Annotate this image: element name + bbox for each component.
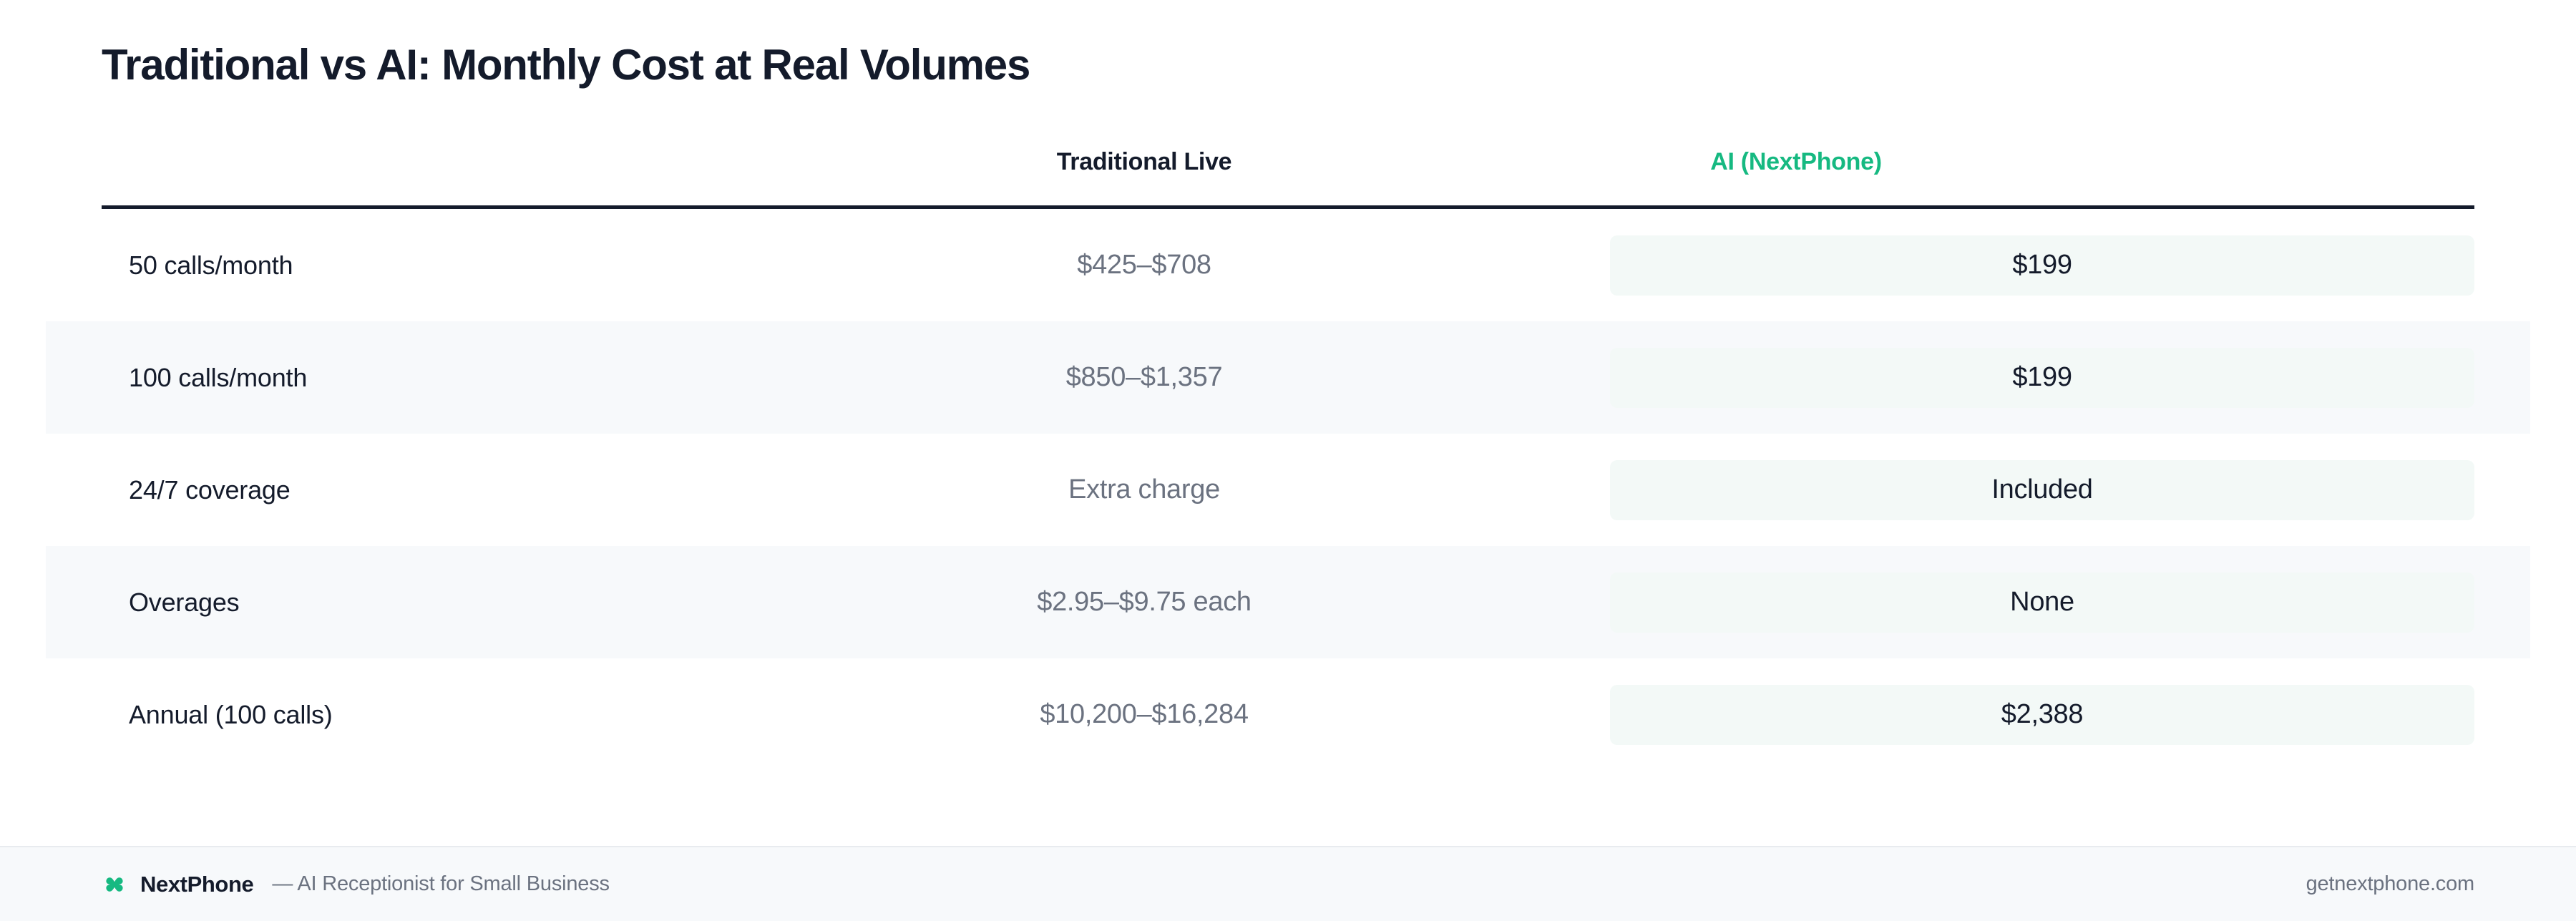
row-value-traditional: $10,200–$16,284	[1040, 699, 1249, 729]
row-value-ai: $199	[1610, 347, 2474, 408]
table-row: Overages $2.95–$9.75 each None	[46, 546, 2530, 658]
row-label: Annual (100 calls)	[129, 699, 333, 729]
footer-website: getnextphone.com	[2306, 872, 2475, 895]
table-row: 50 calls/month $425–$708 $199	[102, 209, 2474, 321]
row-value-ai-cell: $2,388	[1610, 658, 2474, 771]
row-value-traditional: $2.95–$9.75 each	[1037, 587, 1252, 617]
row-value-ai: None	[1610, 572, 2474, 633]
row-label: Overages	[129, 587, 240, 617]
footer-tagline: — AI Receptionist for Small Business	[272, 872, 610, 895]
row-value-ai: $2,388	[1610, 684, 2474, 745]
nextphone-clover-icon	[106, 877, 123, 892]
table-body: 50 calls/month $425–$708 $199 100 calls/…	[46, 209, 2530, 771]
row-label: 100 calls/month	[129, 362, 308, 392]
row-value-traditional: Extra charge	[1068, 474, 1220, 505]
row-value-ai: $199	[1610, 235, 2474, 296]
row-value-ai: Included	[1610, 459, 2474, 520]
row-label: 50 calls/month	[129, 250, 293, 280]
row-value-ai-cell: $199	[1610, 209, 2474, 321]
table-header-row: Traditional Live AI (NextPhone)	[102, 140, 2474, 205]
footer-brand-group: NextPhone — AI Receptionist for Small Bu…	[102, 847, 610, 921]
page-title: Traditional vs AI: Monthly Cost at Real …	[102, 41, 1030, 89]
row-value-traditional: $425–$708	[1077, 250, 1211, 280]
comparison-table: Traditional Live AI (NextPhone) 50 calls…	[46, 140, 2530, 771]
footer-brand-name: NextPhone	[140, 871, 254, 897]
row-label: 24/7 coverage	[129, 474, 291, 505]
row-value-ai-cell: $199	[1610, 321, 2474, 434]
column-header-ai: AI (NextPhone)	[1710, 148, 1882, 175]
column-header-traditional: Traditional Live	[1056, 148, 1232, 175]
header-divider	[102, 205, 2474, 209]
row-value-traditional: $850–$1,357	[1065, 362, 1223, 392]
table-row: 100 calls/month $850–$1,357 $199	[46, 321, 2530, 434]
row-value-ai-cell: Included	[1610, 434, 2474, 546]
table-row: 24/7 coverage Extra charge Included	[102, 434, 2474, 546]
row-value-ai-cell: None	[1610, 546, 2474, 658]
footer-bar: NextPhone — AI Receptionist for Small Bu…	[0, 846, 2576, 921]
table-row: Annual (100 calls) $10,200–$16,284 $2,38…	[102, 658, 2474, 771]
